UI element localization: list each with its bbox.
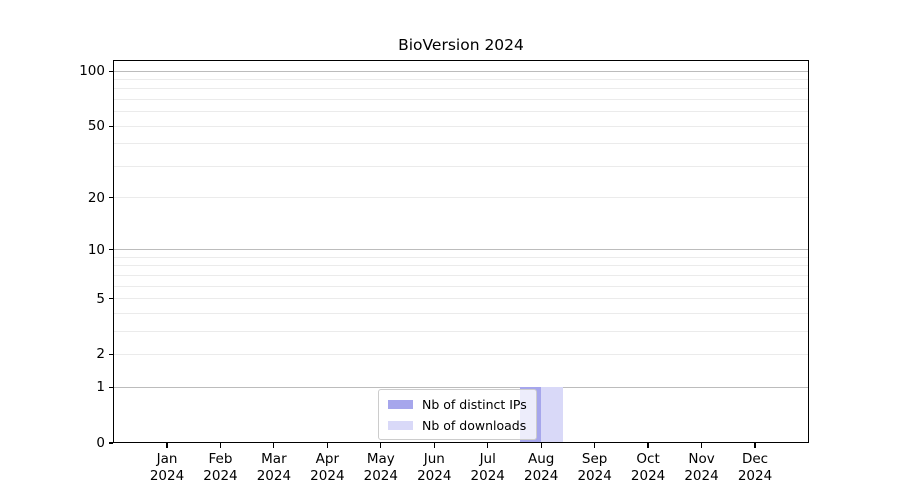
x-tick-label: Jul 2024 xyxy=(470,451,505,484)
x-tick-mark xyxy=(594,443,596,448)
y-gridline-minor xyxy=(113,79,809,81)
x-tick-label: Apr 2024 xyxy=(310,451,345,484)
legend-entry: Nb of downloads xyxy=(388,416,527,434)
y-tick-label: 20 xyxy=(87,189,105,206)
legend-label: Nb of downloads xyxy=(422,417,527,433)
y-gridline-minor xyxy=(113,353,809,355)
x-tick-label: Sep 2024 xyxy=(577,451,612,484)
y-tick-mark xyxy=(108,70,113,72)
y-gridline-minor xyxy=(113,330,809,332)
y-tick-label: 10 xyxy=(87,241,105,258)
y-tick-label: 1 xyxy=(96,379,105,396)
x-tick-mark xyxy=(326,443,328,448)
y-gridline-minor xyxy=(113,312,809,314)
y-tick-label: 5 xyxy=(96,290,105,307)
y-tick-mark xyxy=(108,125,113,127)
x-tick-label: Dec 2024 xyxy=(737,451,773,484)
y-gridline-major xyxy=(113,70,809,72)
y-tick-mark xyxy=(108,298,113,300)
x-tick-label: Jun 2024 xyxy=(417,451,452,484)
y-gridline-minor xyxy=(113,197,809,199)
x-tick-label: May 2024 xyxy=(363,451,398,484)
x-tick-mark xyxy=(647,443,649,448)
y-tick-label: 2 xyxy=(96,346,105,363)
x-tick-label: Mar 2024 xyxy=(256,451,292,484)
legend-swatch xyxy=(388,420,413,430)
y-gridline-major xyxy=(113,249,809,251)
legend: Nb of distinct IPs Nb of downloads xyxy=(378,389,537,440)
plot-area xyxy=(113,60,809,443)
y-gridline-minor xyxy=(113,274,809,276)
y-gridline-minor xyxy=(113,99,809,101)
x-tick-mark xyxy=(700,443,703,448)
x-tick-label: Aug 2024 xyxy=(523,451,559,484)
y-tick-mark xyxy=(108,249,113,251)
x-tick-mark xyxy=(433,443,435,448)
x-tick-label: Jan 2024 xyxy=(149,451,185,484)
bar-nb-of-downloads xyxy=(541,387,563,443)
x-tick-mark xyxy=(166,443,168,448)
legend-label: Nb of distinct IPs xyxy=(422,396,527,412)
y-gridline-minor xyxy=(113,285,809,287)
legend-swatch xyxy=(388,399,413,409)
x-tick-mark xyxy=(487,443,489,448)
legend-entry: Nb of distinct IPs xyxy=(388,395,527,413)
y-tick-mark xyxy=(108,197,113,199)
y-gridline-minor xyxy=(113,125,809,127)
y-gridline-minor xyxy=(113,165,809,167)
y-tick-mark xyxy=(108,386,113,388)
x-tick-mark xyxy=(219,443,222,448)
x-tick-label: Nov 2024 xyxy=(684,451,719,484)
y-gridline-minor xyxy=(113,265,809,267)
y-tick-label: 50 xyxy=(87,118,105,135)
chart-title: BioVersion 2024 xyxy=(398,36,524,54)
y-tick-label: 0 xyxy=(96,435,105,451)
y-gridline-minor xyxy=(113,298,809,300)
y-gridline-minor xyxy=(113,143,809,145)
y-gridline-minor xyxy=(113,88,809,90)
y-tick-mark xyxy=(108,442,113,444)
x-tick-mark xyxy=(540,443,542,448)
x-tick-label: Oct 2024 xyxy=(630,451,666,484)
y-gridline-minor xyxy=(113,256,809,258)
x-tick-mark xyxy=(380,443,382,448)
y-gridline-major xyxy=(113,386,809,388)
x-tick-mark xyxy=(754,443,756,448)
x-tick-label: Feb 2024 xyxy=(203,451,238,484)
y-tick-mark xyxy=(108,353,113,356)
y-gridline-minor xyxy=(113,111,809,113)
x-tick-mark xyxy=(273,443,275,448)
y-tick-label: 100 xyxy=(79,63,105,80)
